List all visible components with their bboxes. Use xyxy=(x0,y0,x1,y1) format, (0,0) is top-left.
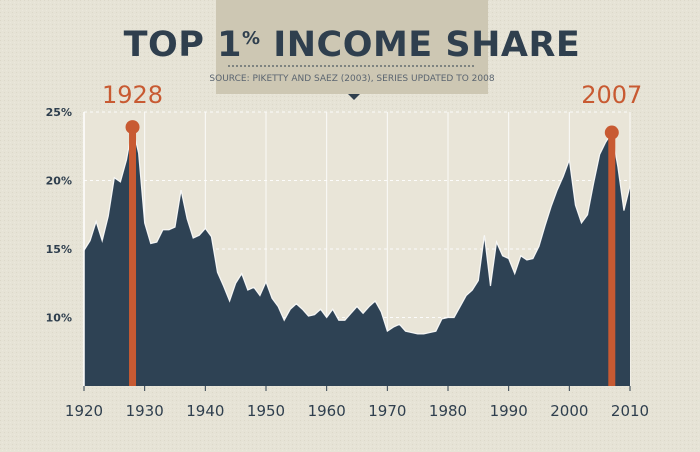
x-tick-label-1940: 1940 xyxy=(186,402,224,420)
chart-subtitle: SOURCE: PIKETTY AND SAEZ (2003), SERIES … xyxy=(209,74,494,84)
x-tick-label-1920: 1920 xyxy=(65,402,103,420)
x-tick-label-2010: 2010 xyxy=(611,402,649,420)
series-line xyxy=(83,126,631,335)
annotation-marker-2007 xyxy=(604,125,619,140)
x-tick-label-1960: 1960 xyxy=(308,402,346,420)
y-tick-label-10: 10% xyxy=(46,312,72,325)
x-tick-label-1950: 1950 xyxy=(247,402,285,420)
chart-title: TOP 1% INCOME SHARE xyxy=(124,25,581,65)
title-banner-pointer xyxy=(348,94,360,100)
chart-title-percent: % xyxy=(242,28,261,49)
x-tick-label-1980: 1980 xyxy=(429,402,467,420)
chart-title-part-1: TOP 1 xyxy=(124,25,242,65)
x-tick-label-1970: 1970 xyxy=(368,402,406,420)
series-area xyxy=(83,126,631,386)
y-tick-label-25: 25% xyxy=(46,106,72,119)
y-tick-label-20: 20% xyxy=(46,175,72,188)
axes: 1920 1930 1940 1950 1960 1970 1980 1990 2000 2010… xyxy=(46,106,649,420)
series-area-path xyxy=(84,127,630,386)
x-tick-label-1990: 1990 xyxy=(490,402,528,420)
chart-title-part-2: INCOME SHARE xyxy=(261,25,581,65)
title-banner-box xyxy=(216,0,488,94)
y-tick-label-15: 15% xyxy=(46,243,72,256)
x-tick-label-2000: 2000 xyxy=(550,402,588,420)
x-tick-label-1930: 1930 xyxy=(126,402,164,420)
annotation-marker-1928 xyxy=(125,120,140,135)
annotation-label-2007: 2007 xyxy=(581,81,642,109)
title-banner: TOP 1% INCOME SHARE SOURCE: PIKETTY AND … xyxy=(124,0,581,100)
annotations: 1928 2007 xyxy=(102,81,642,386)
annotation-label-1928: 1928 xyxy=(102,81,163,109)
